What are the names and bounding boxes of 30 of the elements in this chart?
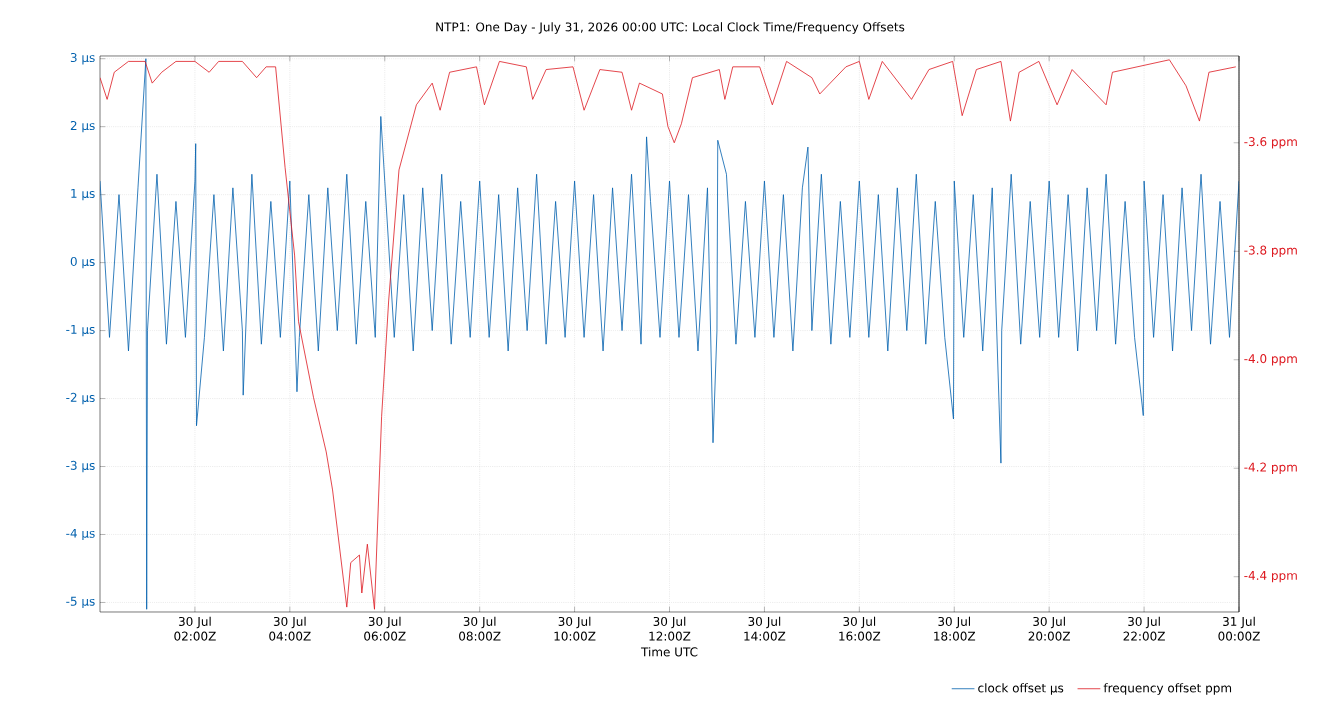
x-tick-label: 30 Jul 16:00Z (839, 616, 881, 641)
x-axis-title: Time UTC (640, 647, 698, 657)
x-tick-label: 30 Jul 08:00Z (459, 616, 501, 641)
y2-tick-label: -4.4 ppm (1244, 571, 1297, 583)
x-tick-label: 30 Jul 14:00Z (744, 616, 786, 641)
y2-tick-label: -3.8 ppm (1244, 245, 1297, 257)
y-tick-label: -1 μs (66, 324, 95, 337)
y-tick-label: -3 μs (66, 460, 95, 473)
x-tick-label: 30 Jul 04:00Z (269, 616, 311, 641)
x-tick-label: 30 Jul 18:00Z (934, 616, 976, 641)
y-tick-label: 1 μs (71, 189, 95, 201)
x-tick-label: 30 Jul 06:00Z (364, 616, 406, 641)
y-tick-label: -4 μs (66, 528, 95, 541)
x-tick-label: 30 Jul 12:00Z (649, 616, 691, 641)
x-tick-label: 30 Jul 20:00Z (1028, 616, 1071, 641)
legend-label: frequency offset ppm (1103, 683, 1232, 695)
chart-title: NTP1: One Day - July 31, 2026 00:00 UTC: Local Clock Time/Frequency Offsets (436, 22, 905, 34)
y-tick-label: 2 μs (70, 120, 95, 133)
y-tick-label: -2 μs (66, 392, 95, 405)
y-tick-label: -5 μs (66, 596, 95, 609)
y2-tick-label: -3.6 ppm (1244, 137, 1297, 149)
legend-label: clock offset μs (978, 683, 1064, 695)
x-tick-label: 30 Jul 10:00Z (554, 616, 596, 641)
x-tick-label: 30 Jul 22:00Z (1123, 616, 1165, 641)
y-tick-label: 0 μs (70, 256, 95, 269)
y2-tick-label: -4.0 ppm (1244, 354, 1297, 366)
y-tick-label: 3 μs (70, 53, 95, 65)
y2-tick-label: -4.2 ppm (1244, 462, 1297, 474)
x-tick-label: 30 Jul 02:00Z (174, 616, 216, 641)
x-tick-label: 31 Jul 00:00Z (1218, 616, 1260, 641)
